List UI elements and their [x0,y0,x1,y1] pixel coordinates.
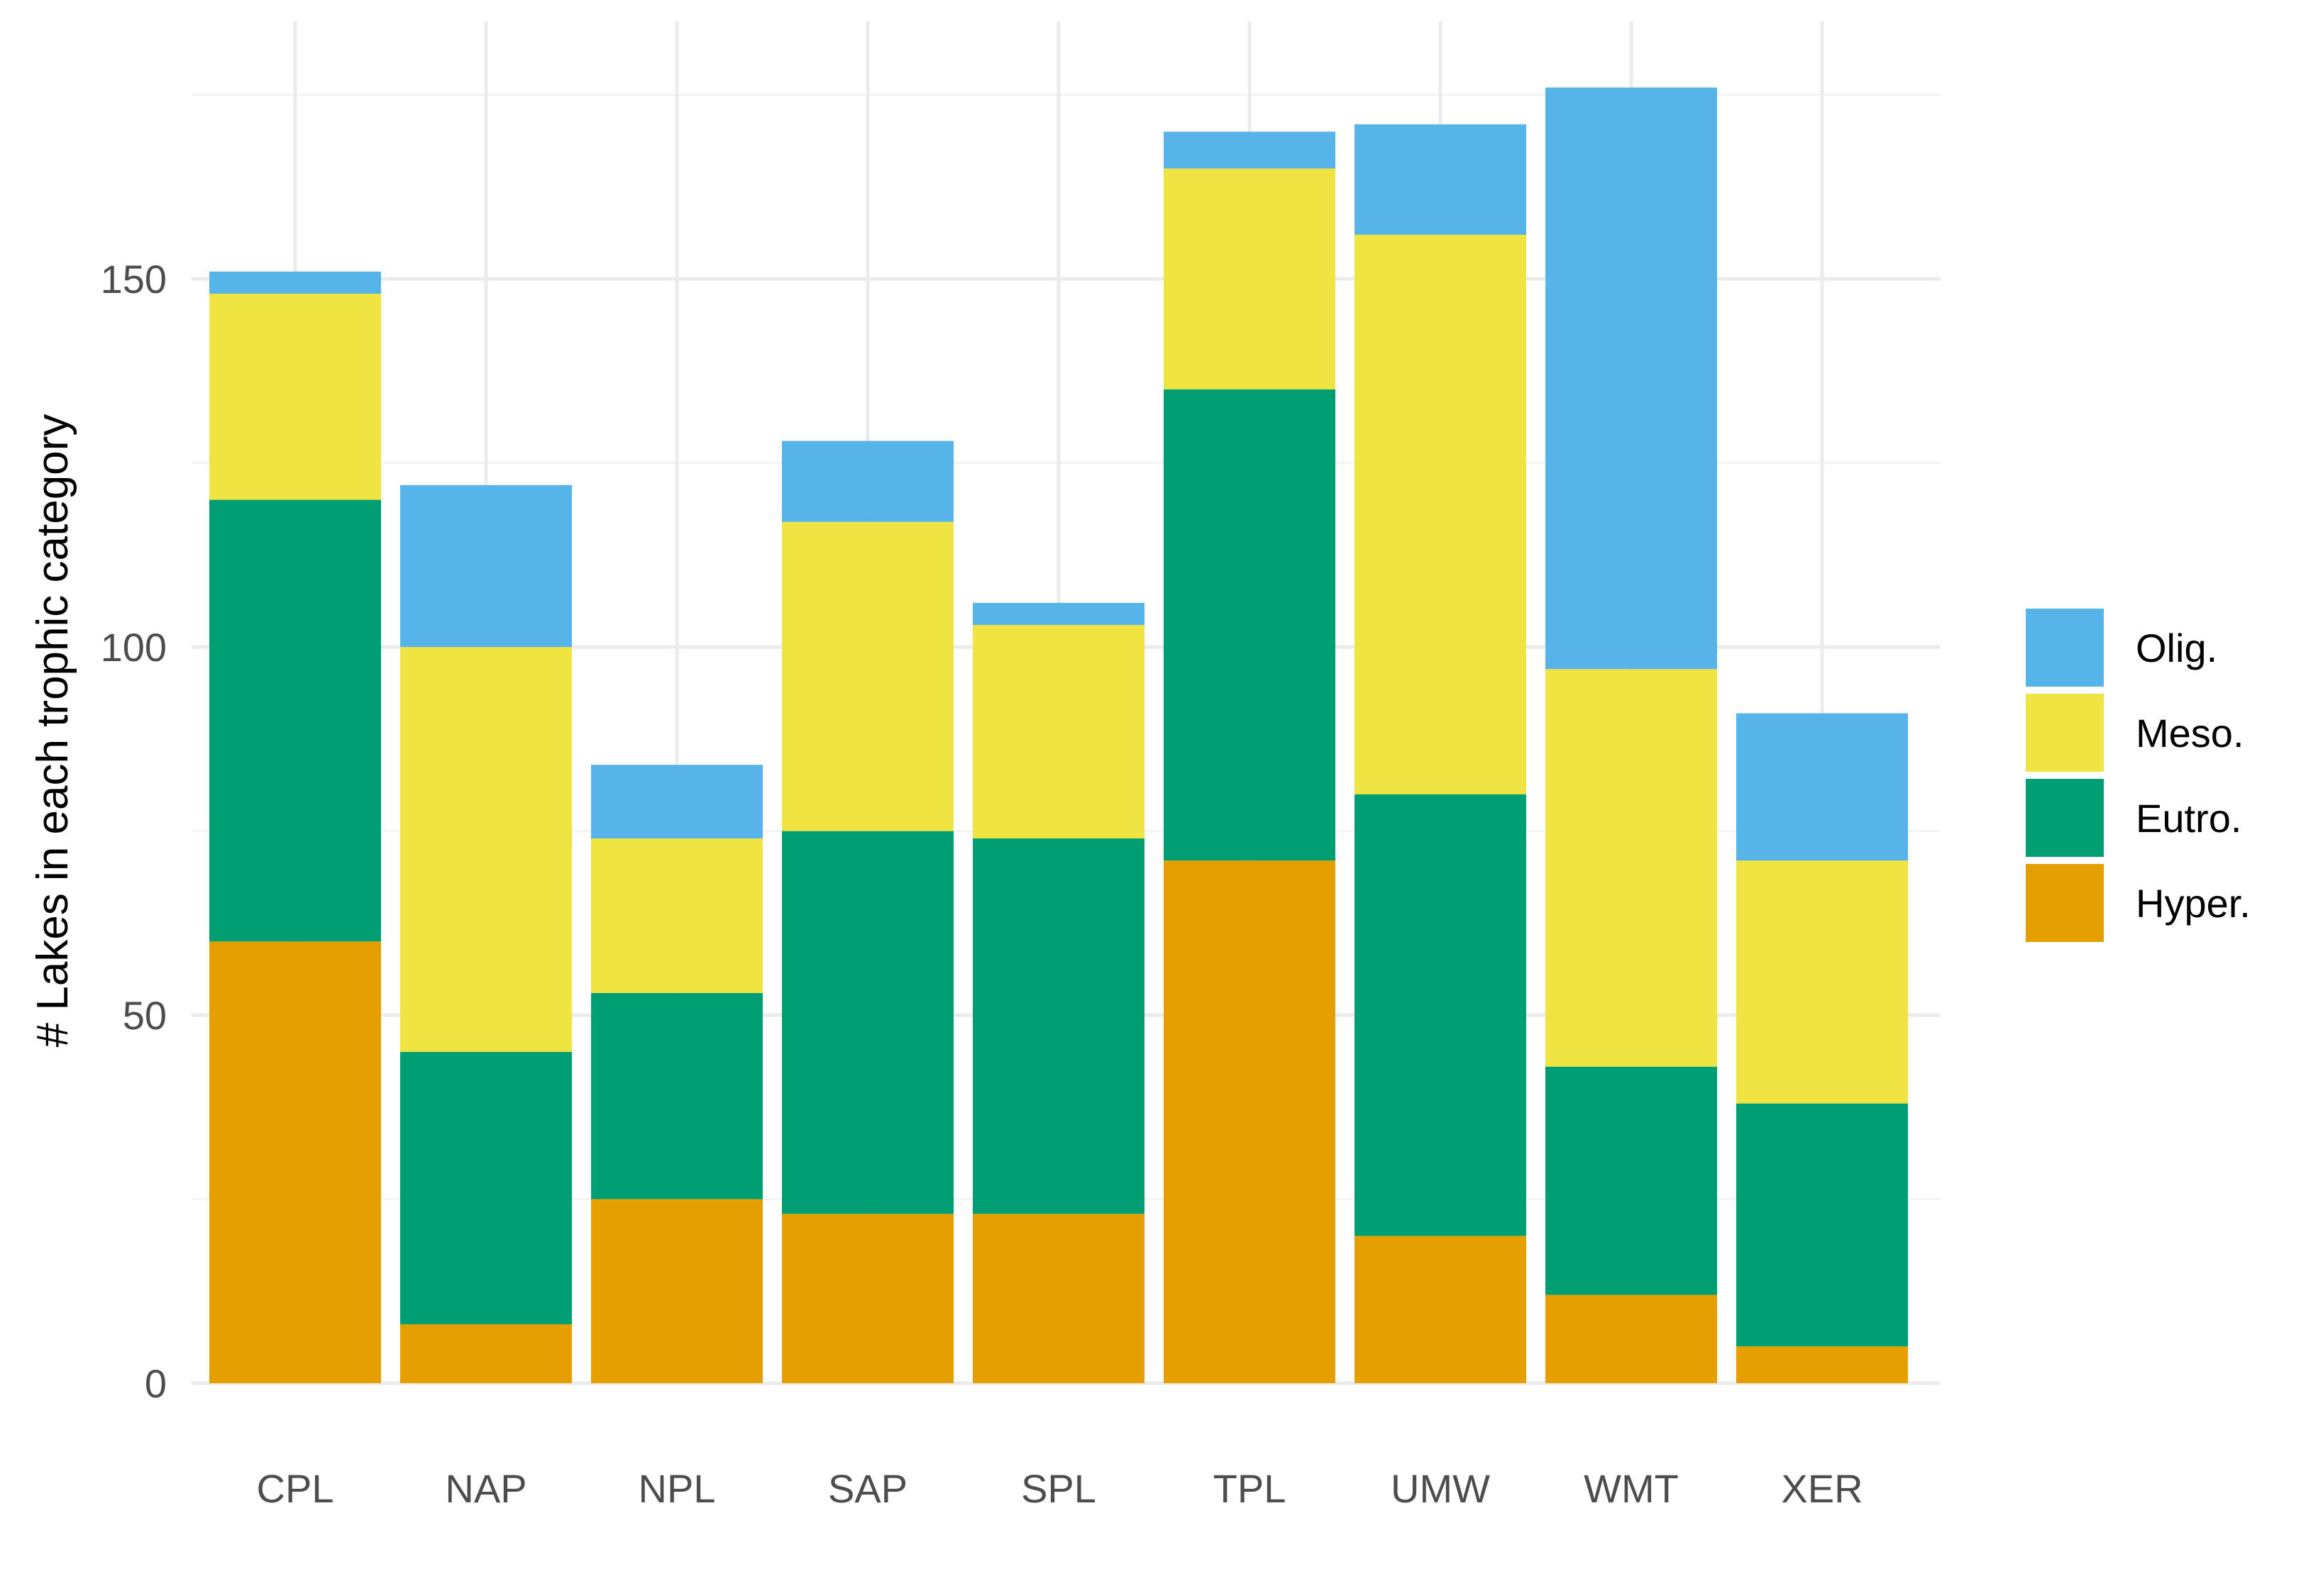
bar-xer-meso [1736,860,1908,1104]
legend-label-hyper: Hyper. [2136,881,2251,926]
bar-spl-eutro [973,838,1144,1214]
bar-tpl-hyper [1164,860,1335,1383]
bar-cpl-hyper [209,941,381,1383]
bar-tpl-meso [1164,168,1335,389]
bar-npl-hyper [591,1199,763,1383]
bar-sap-hyper [782,1214,954,1383]
legend-label-olig: Olig. [2136,626,2217,670]
bar-umw-olig [1355,124,1526,235]
y-tick-label: 100 [101,625,167,670]
x-tick-label: CPL [257,1466,334,1511]
bar-wmt-eutro [1545,1066,1717,1295]
x-tick-label: NPL [639,1466,716,1511]
bar-tpl-olig [1164,131,1335,169]
bar-wmt-meso [1545,669,1717,1067]
bars-group [209,87,1908,1383]
legend-label-eutro: Eutro. [2136,796,2241,841]
bar-sap-eutro [782,831,954,1214]
bar-npl-meso [591,838,763,993]
bar-xer-hyper [1736,1346,1908,1383]
bar-cpl-meso [209,294,381,500]
bar-umw-hyper [1355,1236,1526,1383]
bar-wmt-olig [1545,87,1717,670]
legend-key-olig [2026,609,2104,687]
bar-nap-eutro [400,1051,572,1324]
bar-spl-hyper [973,1214,1144,1383]
bar-umw-eutro [1355,794,1526,1236]
legend-key-hyper [2026,864,2104,942]
bar-nap-meso [400,647,572,1052]
x-tick-label: WMT [1584,1466,1679,1511]
x-tick-label: XER [1781,1466,1863,1511]
bar-nap-olig [400,484,572,648]
bar-npl-olig [591,765,763,838]
y-axis-ticks: 0 50 100 150 [101,257,167,1406]
y-axis-title: # Lakes in each trophic category [28,414,77,1048]
bar-cpl-eutro [209,499,381,942]
y-tick-label: 50 [123,993,167,1038]
bar-npl-eutro [591,992,763,1199]
legend-key-meso [2026,694,2104,772]
bar-xer-eutro [1736,1103,1908,1347]
y-tick-label: 150 [101,257,167,301]
x-axis-ticks: CPL NAP NPL SAP SPL TPL UMW WMT XER [257,1466,1863,1511]
legend-key-eutro [2026,779,2104,857]
bar-cpl-olig [209,271,381,294]
legend: Olig. Meso. Eutro. Hyper. [2026,609,2251,942]
bar-sap-meso [782,521,954,831]
x-tick-label: SPL [1021,1466,1096,1511]
bar-wmt-hyper [1545,1295,1717,1383]
x-tick-label: UMW [1391,1466,1490,1511]
bar-tpl-eutro [1164,389,1335,861]
bar-spl-meso [973,625,1144,838]
y-tick-label: 0 [145,1361,167,1406]
bar-xer-olig [1736,713,1908,861]
bar-nap-hyper [400,1324,572,1383]
x-tick-label: NAP [445,1466,526,1511]
x-tick-label: SAP [828,1466,907,1511]
bar-spl-olig [973,602,1144,626]
legend-label-meso: Meso. [2136,711,2244,755]
bar-sap-olig [782,440,954,522]
x-tick-label: TPL [1213,1466,1286,1511]
bar-umw-meso [1355,234,1526,794]
